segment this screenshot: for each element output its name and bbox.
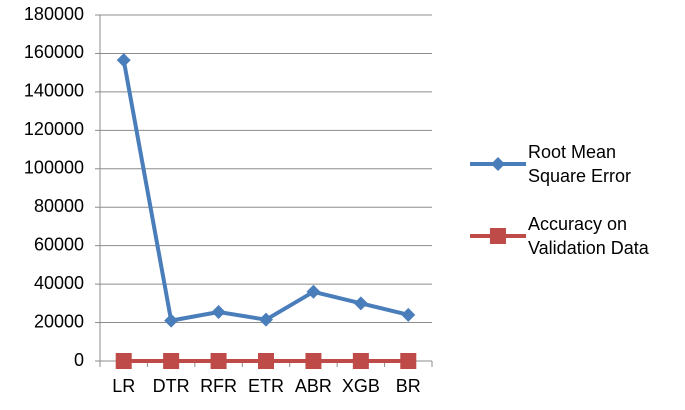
series-line [121, 59, 409, 323]
point [163, 353, 180, 369]
legend-item: Accuracy on Validation Data [470, 212, 680, 260]
y-tick-label: 20000 [34, 311, 84, 331]
legend-marker [491, 157, 505, 171]
x-tick-label: XGB [342, 376, 380, 396]
x-tick-label: ABR [295, 376, 332, 396]
x-tick-label: DTR [153, 376, 190, 396]
x-tick-label: RFR [200, 376, 237, 396]
legend-marker [490, 228, 506, 244]
legend-swatch [470, 228, 526, 244]
legend-label: Accuracy on Validation Data [528, 214, 649, 258]
point [305, 353, 322, 369]
y-tick-label: 0 [74, 350, 84, 370]
legend-item: Root Mean Square Error [470, 140, 680, 188]
point [116, 53, 131, 68]
point [259, 312, 273, 327]
point [115, 353, 132, 369]
point [258, 353, 274, 369]
y-tick-label: 100000 [24, 158, 84, 178]
y-tick-label: 140000 [24, 81, 84, 101]
y-tick-label: 60000 [34, 234, 84, 254]
point [400, 353, 417, 369]
point [401, 307, 416, 322]
y-tick-label: 160000 [24, 42, 84, 62]
x-tick-label: BR [396, 376, 421, 396]
x-tick-label: ETR [248, 376, 284, 396]
point [352, 353, 369, 369]
y-tick-label: 180000 [24, 4, 84, 24]
point [353, 296, 368, 311]
y-tick-label: 80000 [34, 196, 84, 216]
x-tick-label: LR [112, 376, 135, 396]
y-tick-label: 120000 [24, 119, 84, 139]
point [211, 304, 226, 319]
legend-label: Root Mean Square Error [528, 142, 632, 186]
point [306, 284, 321, 299]
y-tick-label: 40000 [34, 273, 84, 293]
legend-swatch [470, 157, 526, 171]
legend: Root Mean Square Error Accuracy on Valida… [470, 140, 680, 284]
point [164, 313, 179, 328]
point [210, 353, 227, 369]
